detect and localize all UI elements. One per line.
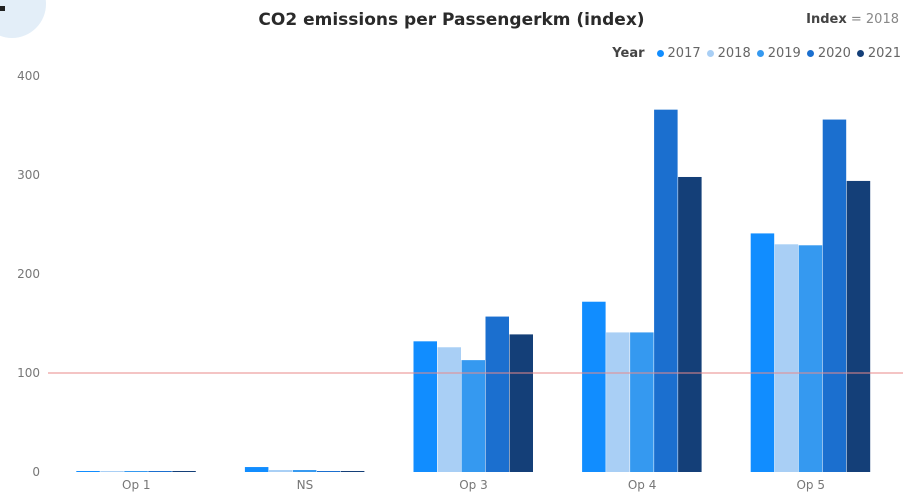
- bar-op-3-2021: [509, 334, 533, 472]
- bar-ns-2020: [316, 471, 341, 472]
- bar-op-1-2020: [148, 471, 172, 472]
- legend-item-2020[interactable]: 2020: [806, 46, 851, 61]
- legend-label: 2019: [767, 46, 801, 61]
- bar-op-3-2019: [461, 360, 485, 472]
- index-note-label: Index: [806, 12, 847, 27]
- bar-op-3-2017: [413, 341, 437, 472]
- legend-swatch: [806, 50, 814, 57]
- bar-op-1-2018: [100, 471, 124, 472]
- bar-ns-2018: [268, 470, 293, 472]
- bar-op-4-2017: [582, 301, 606, 472]
- y-tick-label: 400: [17, 69, 40, 83]
- legend-swatch: [706, 50, 714, 57]
- bar-op-4-2019: [630, 332, 654, 472]
- bar-op-4-2020: [654, 109, 678, 472]
- bar-op-1-2017: [76, 471, 100, 472]
- legend-label: 2021: [867, 46, 901, 61]
- index-note: Index = 2018: [806, 12, 899, 27]
- chart-title: CO2 emissions per Passengerkm (index): [258, 10, 645, 30]
- legend-label: 2017: [667, 46, 701, 61]
- bar-op-5-2020: [822, 119, 847, 472]
- bar-op-1-2019: [124, 471, 148, 472]
- bar-ns-2019: [292, 470, 317, 472]
- index-note-value: = 2018: [850, 12, 899, 27]
- legend-swatch: [856, 50, 864, 57]
- y-tick-label: 100: [17, 366, 40, 380]
- bar-op-1-2021: [172, 471, 196, 472]
- x-tick-label: Op 1: [122, 478, 151, 492]
- x-tick-label: Op 5: [796, 478, 825, 492]
- legend-item-2018[interactable]: 2018: [706, 46, 751, 61]
- legend-item-2021[interactable]: 2021: [856, 46, 901, 61]
- legend-label: 2018: [717, 46, 751, 61]
- corner-mark: [0, 6, 5, 11]
- y-tick-label: 200: [17, 267, 40, 281]
- legend: Year 2017 2018 2019 2020 2021: [612, 46, 901, 61]
- x-tick-label: NS: [297, 478, 314, 492]
- legend-items: 2017 2018 2019 2020 2021: [651, 46, 901, 61]
- bar-op-4-2021: [678, 176, 702, 473]
- bar-op-4-2018: [606, 332, 630, 472]
- legend-label: 2020: [817, 46, 851, 61]
- x-tick-label: Op 4: [628, 478, 657, 492]
- bar-ns-2017: [244, 467, 269, 472]
- bar-ns-2021: [340, 471, 365, 472]
- bar-op-5-2017: [750, 233, 775, 472]
- bar-op-5-2019: [798, 245, 823, 472]
- x-tick-label: Op 3: [459, 478, 488, 492]
- bar-op-3-2020: [485, 316, 509, 472]
- bar-op-5-2021: [846, 180, 871, 472]
- legend-item-2017[interactable]: 2017: [656, 46, 701, 61]
- legend-title: Year: [612, 46, 645, 61]
- y-tick-label: 0: [32, 465, 40, 479]
- legend-swatch: [756, 50, 764, 57]
- y-tick-label: 300: [17, 168, 40, 182]
- bar-op-5-2018: [774, 244, 799, 472]
- legend-swatch: [656, 50, 664, 57]
- bar-op-3-2018: [437, 347, 461, 472]
- legend-item-2019[interactable]: 2019: [756, 46, 801, 61]
